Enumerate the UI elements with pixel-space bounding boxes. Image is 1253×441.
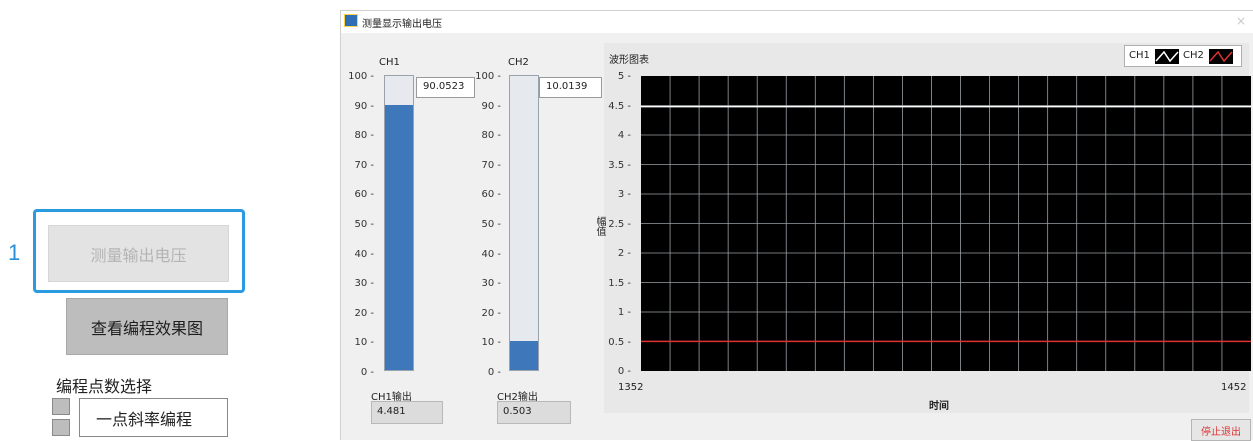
y-tick-label: 4 -	[617, 130, 631, 141]
step-highlight-frame	[33, 209, 245, 293]
ch1-output-value: 4.481	[371, 401, 443, 424]
ch1-tick-label: 70 -	[354, 159, 374, 171]
ch1-tick-label: 40 -	[354, 248, 374, 260]
legend-ch1-label: CH1	[1129, 50, 1150, 61]
view-programming-result-button[interactable]: 查看编程效果图	[66, 298, 228, 355]
ch1-tick-label: 60 -	[354, 189, 374, 201]
y-tick-label: 4.5 -	[608, 100, 631, 112]
ch2-tick-label: 80 -	[481, 130, 501, 142]
y-tick-label: 1 -	[617, 307, 631, 318]
close-icon[interactable]: ×	[1236, 14, 1247, 28]
programming-mode-select[interactable]: 一点斜率编程	[79, 398, 228, 437]
ch1-tick-label: 0 -	[360, 367, 374, 378]
chart-legend: CH1 CH2	[1124, 45, 1242, 67]
y-tick-label: 2.5 -	[608, 218, 631, 230]
ch2-digital-display: 10.0139	[539, 77, 602, 98]
ch1-tick-label: 80 -	[354, 130, 374, 142]
ch1-tick-label: 90 -	[354, 100, 374, 112]
ch1-tick-label: 20 -	[354, 307, 374, 319]
y-tick-label: 3 -	[617, 189, 631, 200]
ch2-output-value: 0.503	[497, 401, 571, 424]
increment-arrow-icon[interactable]	[52, 398, 70, 415]
waveform-plot	[641, 76, 1251, 371]
ch1-digital-display: 90.0523	[416, 77, 475, 98]
y-tick-label: 3.5 -	[608, 159, 631, 171]
legend-ch2-label: CH2	[1183, 50, 1204, 61]
ch1-tank	[384, 75, 414, 371]
ch2-tick-label: 40 -	[481, 248, 501, 260]
x-axis-start: 1352	[618, 382, 644, 393]
ch1-tick-label: 30 -	[354, 278, 374, 290]
x-axis-end: 1452	[1221, 382, 1247, 393]
ch2-tank	[509, 75, 539, 371]
y-tick-label: 0.5 -	[608, 336, 631, 348]
programming-points-label: 编程点数选择	[56, 377, 153, 396]
y-tick-label: 1.5 -	[608, 277, 631, 289]
programming-stepper[interactable]	[52, 398, 72, 438]
legend-ch1-swatch-icon	[1155, 49, 1179, 64]
step-number: 1	[8, 240, 21, 265]
y-tick-label: 2 -	[617, 248, 631, 259]
y-axis-label: 幅值	[594, 216, 605, 236]
ch2-tank-fill	[510, 340, 538, 370]
ch2-tick-label: 10 -	[481, 337, 501, 349]
legend-ch2-swatch-icon	[1209, 49, 1233, 64]
x-axis-label: 时间	[929, 401, 949, 412]
ch2-tick-label: 100 -	[475, 71, 501, 82]
decrement-arrow-icon[interactable]	[52, 419, 70, 436]
ch2-tick-label: 70 -	[481, 159, 501, 171]
ch1-tick-label: 50 -	[354, 219, 374, 230]
ch2-tick-label: 20 -	[481, 307, 501, 319]
ch1-tick-label: 10 -	[354, 337, 374, 349]
chart-title: 波形图表	[609, 55, 649, 66]
ch1-tank-fill	[385, 105, 413, 370]
measurement-window: 测量显示输出电压 × CH1 100 - 90 - 80 - 70 - 60 - 50 -…	[340, 10, 1253, 441]
ch2-tick-label: 90 -	[481, 100, 501, 112]
measure-output-voltage-button[interactable]: 测量输出电压	[48, 225, 229, 282]
ch1-tick-label: 100 -	[348, 71, 374, 82]
ch2-tick-label: 50 -	[481, 219, 501, 230]
ch2-scale: 100 - 90 - 80 - 70 - 60 - 50 - 40 - 30 - 20 - 10 …	[473, 71, 509, 381]
ch1-label: CH1	[379, 57, 400, 68]
y-tick-label: 5 -	[617, 71, 631, 82]
window-title: 测量显示输出电压	[362, 19, 442, 30]
ch2-tick-label: 60 -	[481, 189, 501, 201]
y-axis-ticks: 5 - 4.5 - 4 - 3.5 - 3 - 2.5 - 2 - 1.5 - 1 - 0.5 -…	[603, 71, 639, 377]
ch2-tick-label: 30 -	[481, 278, 501, 290]
y-tick-label: 0 -	[617, 366, 631, 377]
ch2-label: CH2	[508, 57, 529, 68]
stop-exit-button[interactable]: 停止退出	[1191, 419, 1251, 441]
ch1-scale: 100 - 90 - 80 - 70 - 60 - 50 - 40 - 30 - 20 - 10 …	[346, 71, 382, 381]
app-icon	[344, 14, 358, 27]
ch1-output-label: CH1输出	[371, 392, 412, 403]
ch2-tick-label: 0 -	[487, 367, 501, 378]
ch2-output-label: CH2输出	[497, 392, 538, 403]
window-title-bar: 测量显示输出电压 ×	[341, 11, 1253, 33]
